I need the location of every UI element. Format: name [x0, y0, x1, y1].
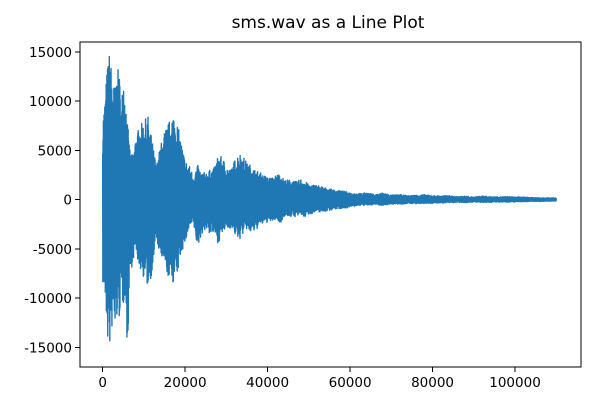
x-tick-label: 60000: [329, 375, 372, 391]
y-axis: 15000 10000 5000 0 -5000 -10000 -15000: [24, 45, 80, 356]
x-tick-label: 40000: [246, 375, 289, 391]
plot-area: [101, 55, 557, 342]
y-tick-label: 5000: [38, 143, 72, 159]
y-tick-label: 15000: [29, 45, 72, 61]
y-tick-label: 10000: [29, 94, 72, 110]
waveform-line: [101, 55, 557, 342]
axes-frame: [79, 41, 582, 368]
x-tick-label: 80000: [411, 375, 454, 391]
x-tick-label: 20000: [164, 375, 207, 391]
x-tick-label: 0: [98, 375, 107, 391]
x-tick-label: 100000: [489, 375, 541, 391]
y-tick-label: -10000: [24, 291, 72, 307]
y-tick-label: -5000: [33, 242, 72, 258]
y-tick-label: -15000: [24, 340, 72, 356]
x-axis: 0 20000 40000 60000 80000 100000: [98, 367, 541, 391]
y-tick-label: 0: [63, 193, 72, 209]
chart-title: sms.wav as a Line Plot: [232, 13, 425, 33]
